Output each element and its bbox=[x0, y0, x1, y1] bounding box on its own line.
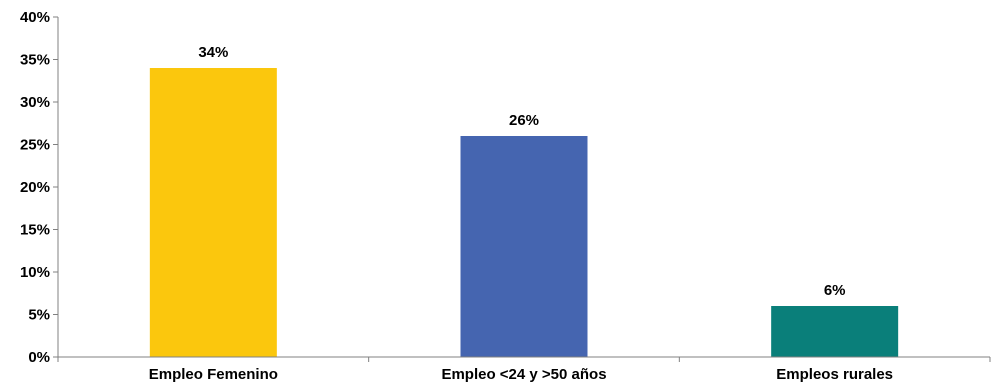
y-tick-label: 0% bbox=[28, 349, 50, 366]
bar-3 bbox=[771, 306, 899, 357]
y-tick-label: 35% bbox=[20, 52, 50, 69]
bars: 34% 26% 6% bbox=[149, 44, 899, 357]
y-tick-label: 10% bbox=[20, 264, 50, 281]
x-tick-label-2: Empleo <24 y >50 años bbox=[441, 366, 606, 383]
y-tick-label: 20% bbox=[20, 179, 50, 196]
x-tick-label-3: Empleos rurales bbox=[776, 366, 893, 383]
y-tick-label: 40% bbox=[20, 9, 50, 26]
y-tick-label: 5% bbox=[28, 307, 50, 324]
bar-1 bbox=[149, 68, 277, 357]
y-axis: 0% 5% 10% 15% 20% 25% 30% 35% 40% bbox=[20, 9, 59, 366]
y-tick-label: 30% bbox=[20, 94, 50, 111]
x-tick-label-1: Empleo Femenino bbox=[149, 366, 278, 383]
data-label-1: 34% bbox=[198, 44, 228, 61]
data-label-2: 26% bbox=[509, 112, 539, 129]
y-tick-label: 25% bbox=[20, 137, 50, 154]
y-tick-label: 15% bbox=[20, 222, 50, 239]
bar-2 bbox=[460, 136, 588, 357]
x-axis: Empleo Femenino Empleo <24 y >50 años Empl… bbox=[53, 356, 991, 383]
data-label-3: 6% bbox=[824, 282, 846, 299]
